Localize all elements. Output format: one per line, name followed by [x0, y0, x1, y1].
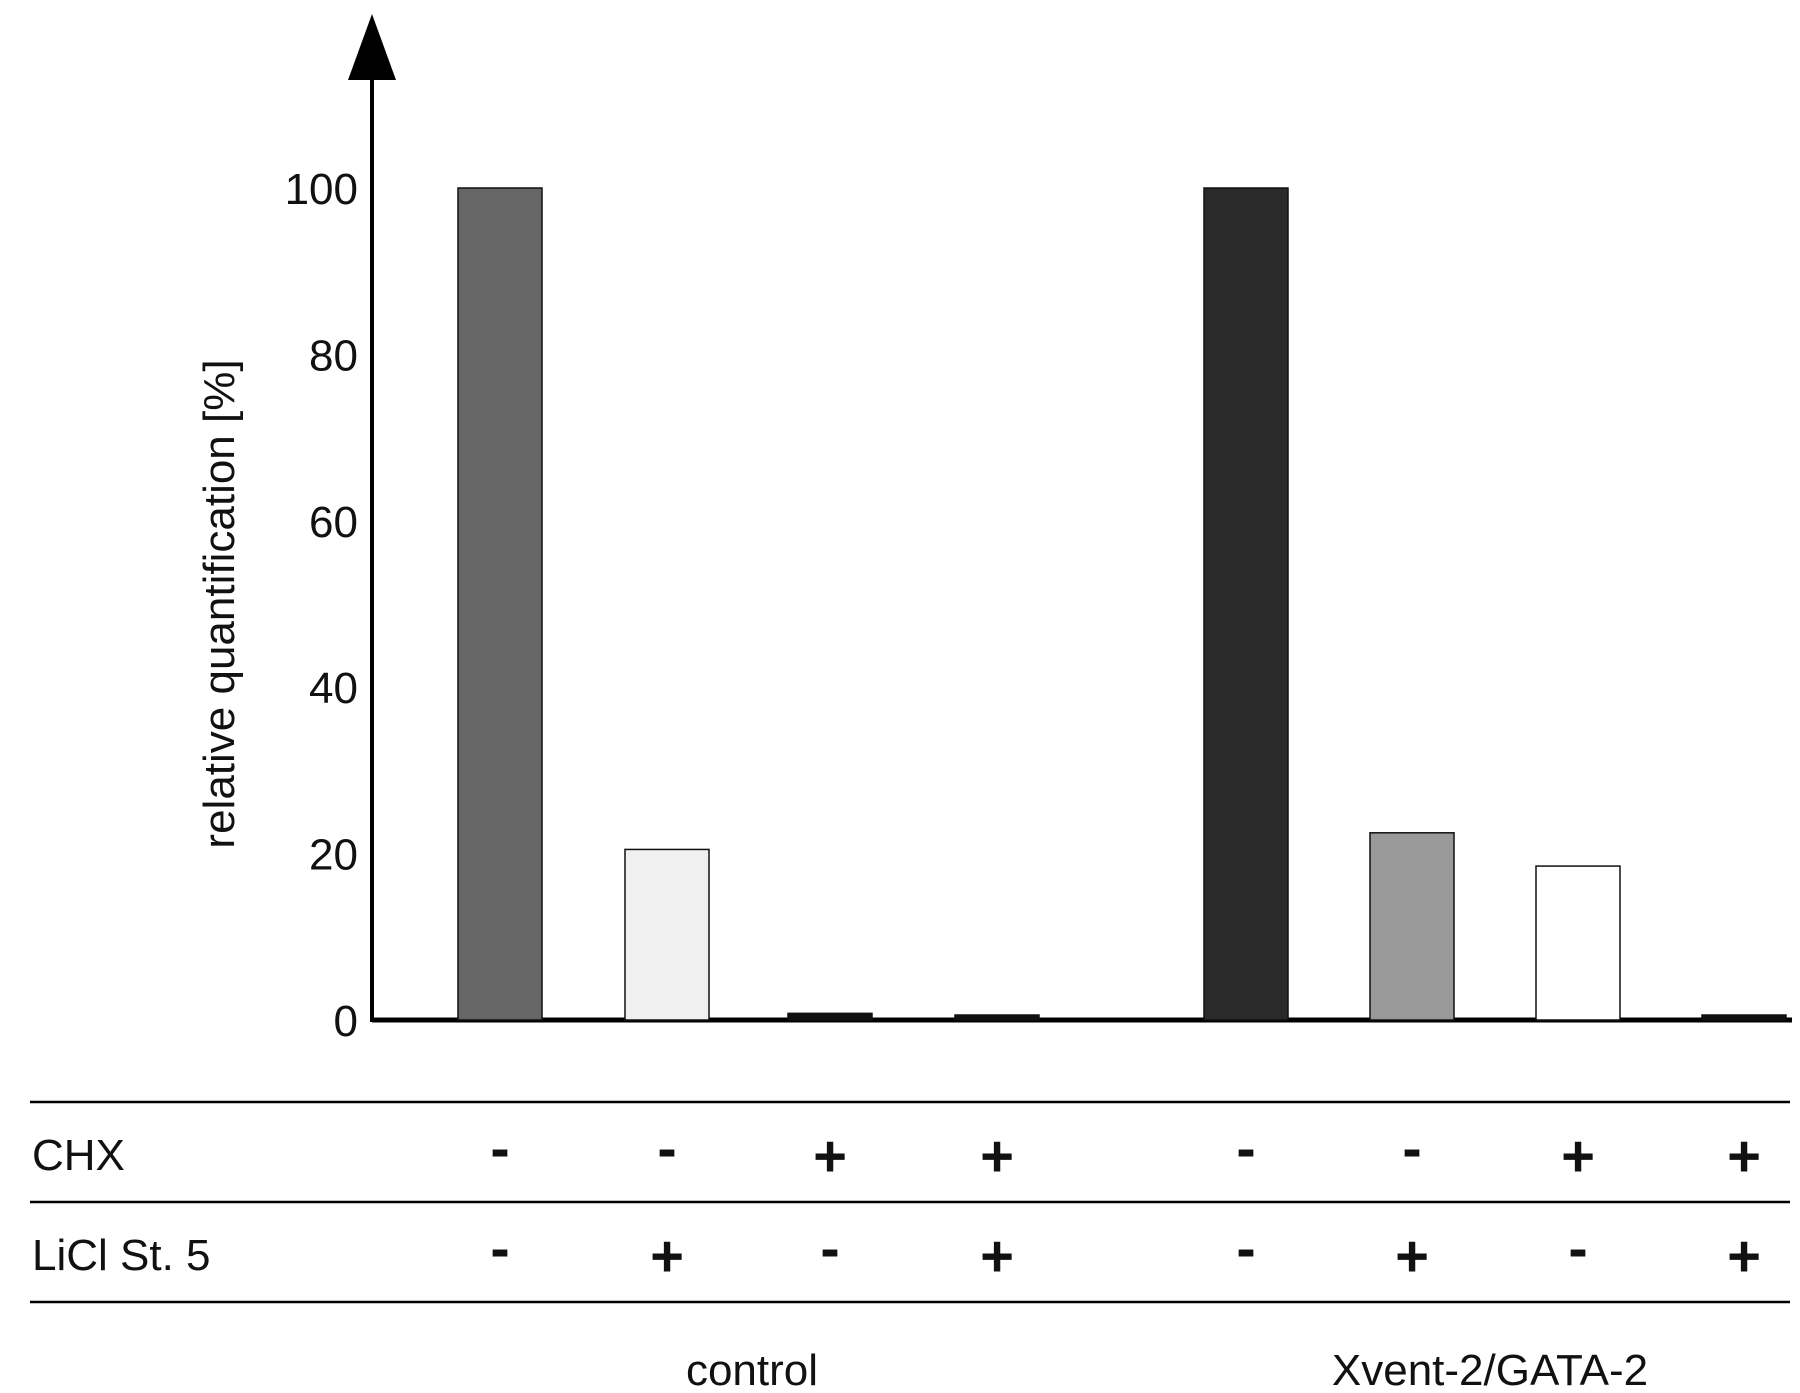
y-tick-label: 80	[309, 331, 358, 380]
condition-sign-0-4: -	[1236, 1116, 1255, 1181]
condition-sign-0-0: -	[490, 1116, 509, 1181]
condition-sign-1-0: -	[490, 1216, 509, 1281]
y-tick-label: 40	[309, 664, 358, 713]
bar-0-3	[954, 1014, 1040, 1021]
y-tick-label: 20	[309, 831, 358, 880]
condition-sign-1-4: -	[1236, 1216, 1255, 1281]
condition-sign-1-3: +	[980, 1224, 1014, 1289]
bar-0-2	[787, 1012, 873, 1021]
condition-label-0: CHX	[32, 1131, 125, 1180]
condition-sign-1-2: -	[820, 1216, 839, 1281]
bar-1-1	[1369, 832, 1455, 1021]
y-tick-label: 60	[309, 498, 358, 547]
y-axis-title: relative quantification [%]	[195, 359, 244, 848]
condition-sign-1-1: +	[650, 1224, 684, 1289]
condition-label-1: LiCl St. 5	[32, 1231, 211, 1280]
group-label-1: Xvent-2/GATA-2	[1332, 1346, 1648, 1388]
y-tick-label: 0	[334, 997, 358, 1046]
group-label-0: control	[686, 1346, 818, 1388]
y-axis-arrow	[348, 14, 396, 80]
bar-1-3	[1701, 1014, 1787, 1021]
condition-sign-0-3: +	[980, 1124, 1014, 1189]
condition-sign-0-6: +	[1561, 1124, 1595, 1189]
condition-sign-1-7: +	[1727, 1224, 1761, 1289]
bar-0-1	[624, 848, 710, 1021]
condition-sign-0-1: -	[657, 1116, 676, 1181]
bar-1-2	[1535, 865, 1621, 1021]
condition-sign-0-2: +	[813, 1124, 847, 1189]
condition-sign-0-5: -	[1402, 1116, 1421, 1181]
condition-sign-1-6: -	[1568, 1216, 1587, 1281]
y-tick-label: 100	[285, 165, 358, 214]
bar-1-0	[1203, 187, 1289, 1021]
bar-0-0	[457, 187, 543, 1021]
condition-sign-0-7: +	[1727, 1124, 1761, 1189]
condition-sign-1-5: +	[1395, 1224, 1429, 1289]
